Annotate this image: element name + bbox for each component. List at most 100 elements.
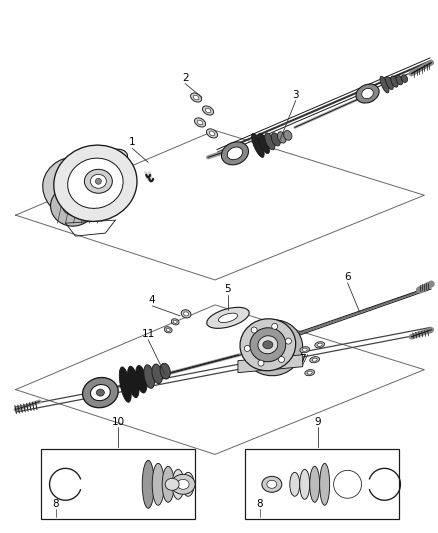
Text: 6: 6: [344, 272, 351, 282]
Text: 8: 8: [257, 499, 263, 509]
Ellipse shape: [92, 470, 119, 498]
Ellipse shape: [50, 186, 94, 226]
Ellipse shape: [82, 377, 118, 408]
Ellipse shape: [182, 472, 194, 496]
Ellipse shape: [320, 463, 330, 505]
Ellipse shape: [63, 197, 82, 215]
Ellipse shape: [144, 365, 155, 389]
Text: 11: 11: [141, 329, 155, 339]
Ellipse shape: [83, 462, 127, 506]
Ellipse shape: [197, 120, 203, 125]
Ellipse shape: [251, 327, 257, 333]
Ellipse shape: [90, 174, 106, 188]
Ellipse shape: [258, 336, 278, 354]
Text: 1: 1: [129, 138, 136, 148]
Ellipse shape: [262, 477, 282, 492]
Ellipse shape: [290, 472, 300, 496]
Text: 9: 9: [314, 416, 321, 426]
Text: 2: 2: [182, 72, 188, 83]
Ellipse shape: [173, 320, 177, 324]
Text: 3: 3: [293, 90, 299, 100]
Ellipse shape: [136, 366, 147, 393]
FancyBboxPatch shape: [245, 449, 399, 519]
Ellipse shape: [206, 129, 218, 138]
Ellipse shape: [193, 95, 199, 100]
Ellipse shape: [310, 357, 320, 363]
Ellipse shape: [160, 364, 170, 379]
Text: 10: 10: [112, 416, 125, 426]
Ellipse shape: [162, 466, 174, 502]
Ellipse shape: [119, 367, 131, 402]
Ellipse shape: [310, 466, 320, 502]
Ellipse shape: [209, 131, 215, 136]
Ellipse shape: [302, 348, 307, 351]
Ellipse shape: [284, 131, 292, 140]
FancyBboxPatch shape: [41, 449, 195, 519]
Ellipse shape: [315, 342, 325, 348]
Ellipse shape: [391, 76, 398, 87]
Ellipse shape: [286, 338, 291, 344]
Ellipse shape: [272, 324, 278, 329]
Ellipse shape: [93, 149, 127, 172]
Ellipse shape: [401, 75, 408, 83]
Ellipse shape: [251, 133, 264, 157]
Ellipse shape: [202, 106, 214, 115]
Ellipse shape: [207, 308, 249, 328]
Ellipse shape: [85, 169, 112, 193]
Ellipse shape: [312, 358, 317, 361]
Ellipse shape: [222, 142, 248, 165]
Ellipse shape: [271, 133, 280, 146]
Ellipse shape: [244, 345, 250, 351]
Ellipse shape: [152, 463, 164, 505]
Ellipse shape: [152, 364, 162, 384]
Ellipse shape: [218, 313, 238, 322]
Ellipse shape: [385, 77, 393, 90]
Ellipse shape: [334, 470, 361, 498]
Ellipse shape: [95, 178, 101, 184]
Ellipse shape: [305, 369, 314, 376]
Ellipse shape: [240, 319, 296, 371]
Ellipse shape: [380, 76, 389, 93]
Ellipse shape: [184, 312, 188, 316]
Ellipse shape: [300, 470, 310, 499]
Ellipse shape: [326, 462, 370, 506]
Ellipse shape: [177, 479, 189, 489]
Ellipse shape: [250, 328, 286, 362]
Ellipse shape: [96, 389, 104, 396]
Polygon shape: [238, 355, 303, 373]
Ellipse shape: [279, 357, 285, 362]
Ellipse shape: [277, 132, 286, 143]
Ellipse shape: [54, 145, 137, 221]
Ellipse shape: [356, 84, 379, 103]
Ellipse shape: [172, 470, 184, 499]
Ellipse shape: [317, 343, 322, 346]
Ellipse shape: [127, 366, 139, 398]
Ellipse shape: [258, 133, 269, 154]
Ellipse shape: [171, 319, 179, 325]
Ellipse shape: [164, 327, 172, 333]
Text: 5: 5: [225, 284, 231, 294]
Ellipse shape: [142, 461, 154, 508]
Ellipse shape: [267, 480, 277, 488]
Ellipse shape: [43, 156, 118, 220]
Text: 7: 7: [300, 354, 306, 364]
Ellipse shape: [263, 341, 273, 349]
Ellipse shape: [396, 75, 403, 85]
Ellipse shape: [166, 328, 170, 332]
Ellipse shape: [307, 371, 312, 374]
Ellipse shape: [243, 320, 303, 376]
Ellipse shape: [265, 133, 275, 150]
Ellipse shape: [205, 108, 211, 113]
Ellipse shape: [300, 346, 310, 353]
Ellipse shape: [181, 310, 191, 318]
Ellipse shape: [258, 360, 264, 366]
Ellipse shape: [68, 158, 123, 208]
Ellipse shape: [91, 384, 110, 401]
Text: 8: 8: [52, 499, 59, 509]
Ellipse shape: [194, 118, 205, 127]
Ellipse shape: [102, 155, 118, 166]
Ellipse shape: [171, 474, 195, 494]
Ellipse shape: [191, 93, 201, 102]
Ellipse shape: [227, 147, 243, 160]
Ellipse shape: [59, 170, 102, 206]
